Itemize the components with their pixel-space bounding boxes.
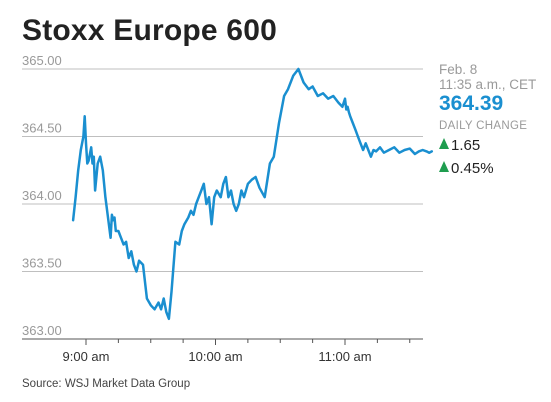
change-points: 1.65 — [439, 137, 551, 155]
quote-date: Feb. 8 — [439, 62, 478, 77]
chart-title: Stoxx Europe 600 — [22, 14, 277, 47]
quote-price: 364.39 — [439, 92, 504, 115]
y-tick-label: 364.00 — [22, 188, 62, 203]
change-points-value: 1.65 — [451, 137, 481, 154]
x-tick-label: 11:00 am — [318, 349, 371, 364]
daily-change-label: DAILY CHANGE — [439, 120, 528, 132]
quote-info-panel: Feb. 8 11:35 a.m., CET 364.39 DAILY CHAN… — [439, 62, 551, 178]
up-arrow-icon — [439, 138, 449, 149]
y-tick-label: 363.50 — [22, 256, 62, 271]
source-note: Source: WSJ Market Data Group — [22, 378, 191, 390]
up-arrow-icon — [439, 161, 449, 172]
y-tick-label: 365.00 — [22, 53, 62, 68]
y-tick-label: 364.50 — [22, 121, 62, 136]
quote-time: 11:35 a.m., CET — [439, 77, 537, 92]
x-tick-label: 10:00 am — [188, 349, 242, 364]
x-tick-label: 9:00 am — [63, 349, 110, 364]
y-tick-label: 363.00 — [22, 323, 62, 338]
change-percent-value: 0.45% — [451, 160, 494, 177]
change-percent: 0.45% — [439, 160, 551, 178]
price-line — [71, 67, 434, 321]
